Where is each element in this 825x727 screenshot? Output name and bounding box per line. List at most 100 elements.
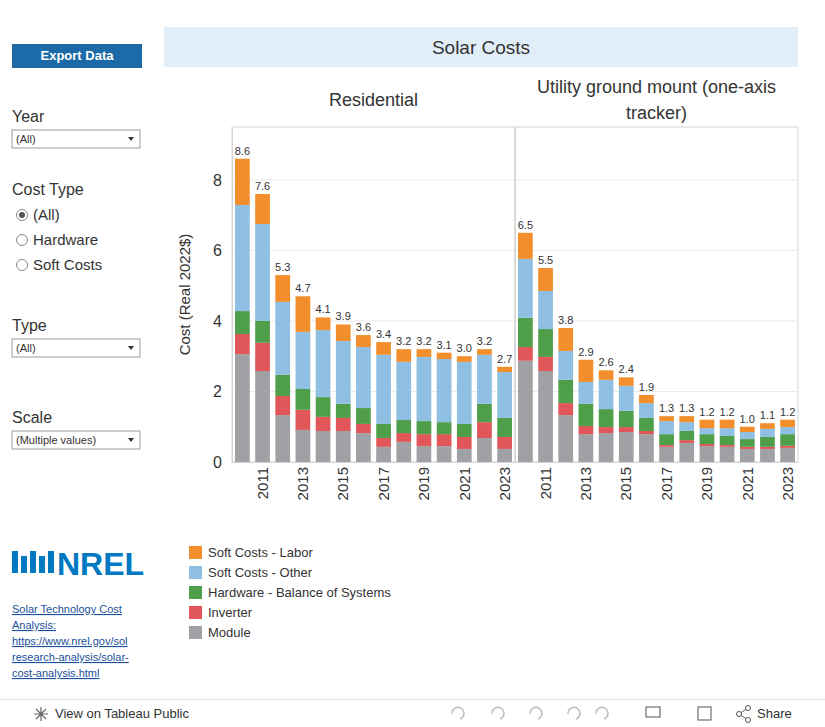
bar-segment: [700, 428, 715, 434]
bar-segment: [376, 424, 391, 438]
dropdown-value[interactable]: (All): [16, 342, 36, 354]
bar-segment: [275, 275, 290, 302]
grid-line: [515, 391, 798, 392]
y-tick-label: 2: [213, 383, 222, 400]
filter[interactable]: Type(All): [12, 317, 140, 357]
x-axis-line: [516, 462, 799, 463]
dropdown[interactable]: [12, 339, 140, 357]
toolbar-icon[interactable]: [452, 707, 464, 719]
filter-label: Year: [12, 108, 45, 125]
y-tick: 8: [213, 172, 232, 189]
bar-segment: [497, 437, 512, 449]
dropdown-value[interactable]: (All): [16, 133, 36, 145]
y-tick-label: 0: [213, 454, 222, 471]
toolbar-icon[interactable]: [596, 707, 608, 719]
bar-segment: [336, 324, 351, 341]
filter[interactable]: Scale(Multiple values): [12, 409, 140, 449]
toolbar-icon[interactable]: [530, 707, 542, 719]
bar-segment: [437, 434, 452, 446]
filter[interactable]: Year (All): [12, 108, 140, 148]
bar-segment: [700, 446, 715, 462]
x-tick-label: 2017: [375, 467, 392, 500]
bar-segment: [760, 437, 775, 447]
radio[interactable]: [17, 210, 28, 221]
toolbar-icon[interactable]: [646, 707, 660, 717]
grid-line: [515, 250, 798, 251]
bar-segment: [296, 389, 311, 410]
radio-option[interactable]: Soft Costs: [17, 256, 103, 273]
y-tick-label: 8: [213, 172, 222, 189]
link[interactable]: research-analysis/solar-: [12, 651, 129, 663]
link[interactable]: cost-analysis.html: [12, 667, 99, 679]
export-button-bg[interactable]: [12, 44, 142, 68]
bar-segment: [518, 361, 533, 462]
grid-line: [232, 250, 515, 251]
dropdown-arrow[interactable]: [128, 137, 134, 141]
dropdown-value[interactable]: (Multiple values): [16, 434, 96, 446]
footer-view[interactable]: View on Tableau Public: [55, 706, 189, 721]
bar-segment: [296, 410, 311, 430]
share-icon[interactable]: [737, 712, 742, 717]
bar-segment: [235, 334, 250, 354]
radio-label[interactable]: Soft Costs: [33, 256, 102, 273]
share[interactable]: Share: [737, 706, 792, 723]
total-label: 1.2: [780, 406, 795, 418]
dropdown-arrow[interactable]: [128, 438, 134, 442]
plot-frame: [232, 127, 515, 462]
bar-segment: [497, 418, 512, 437]
footer-rule: [0, 699, 825, 700]
radio[interactable]: [17, 235, 28, 246]
dropdown[interactable]: [12, 130, 140, 148]
grid-line: [232, 320, 515, 321]
radio-option[interactable]: (All): [17, 206, 60, 223]
export-button[interactable]: Export Data: [12, 44, 142, 68]
total-label: 6.5: [518, 219, 533, 231]
grid-line: [232, 391, 515, 392]
logo: NREL: [12, 546, 144, 582]
bar-segment: [235, 354, 250, 462]
total-label: 3.1: [436, 339, 451, 351]
tableau-icon[interactable]: [34, 707, 48, 721]
footer-share[interactable]: Share: [757, 706, 792, 721]
bar-segment: [316, 330, 331, 397]
bar-segment: [659, 445, 674, 447]
bar-segment: [336, 431, 351, 462]
series: [518, 233, 795, 432]
legend-swatch: [189, 586, 202, 599]
link[interactable]: Analysis:: [12, 619, 56, 631]
bar-segment: [497, 449, 512, 462]
share-icon[interactable]: [746, 706, 751, 711]
toolbar-icon[interactable]: [698, 707, 711, 720]
link[interactable]: Solar Technology Cost: [12, 603, 122, 615]
export-button-label[interactable]: Export Data: [41, 48, 115, 63]
bar-segment: [417, 421, 432, 434]
legend-label: Hardware - Balance of Systems: [208, 585, 391, 600]
bar-segment: [417, 446, 432, 462]
share-icon[interactable]: [746, 718, 751, 723]
view-on-tableau[interactable]: View on Tableau Public: [34, 706, 189, 721]
bar-segment: [437, 359, 452, 422]
series: [235, 159, 512, 372]
logo-mark: [30, 551, 36, 573]
bar-segment: [396, 362, 411, 420]
link[interactable]: https://www.nrel.gov/sol: [12, 635, 128, 647]
grid-line: [232, 179, 515, 180]
radio-option[interactable]: Hardware: [17, 231, 99, 248]
bar-segment: [275, 302, 290, 375]
toolbar-icon[interactable]: [568, 707, 580, 719]
radio-label[interactable]: (All): [33, 206, 60, 223]
bar-segment: [396, 442, 411, 462]
radio[interactable]: [17, 260, 28, 271]
radio-dot[interactable]: [19, 212, 25, 218]
legend: Soft Costs - LaborSoft Costs - OtherHard…: [189, 545, 391, 640]
bar-segment: [780, 434, 795, 446]
dropdown-arrow[interactable]: [128, 346, 134, 350]
radio-label[interactable]: Hardware: [33, 231, 98, 248]
toolbar-icon[interactable]: [492, 707, 504, 719]
bar-segment: [780, 427, 795, 434]
bar-segment: [619, 432, 634, 462]
bar-segment: [457, 449, 472, 462]
bar-segment: [457, 424, 472, 437]
dropdown[interactable]: [12, 431, 140, 449]
total-label: 3.2: [416, 335, 431, 347]
